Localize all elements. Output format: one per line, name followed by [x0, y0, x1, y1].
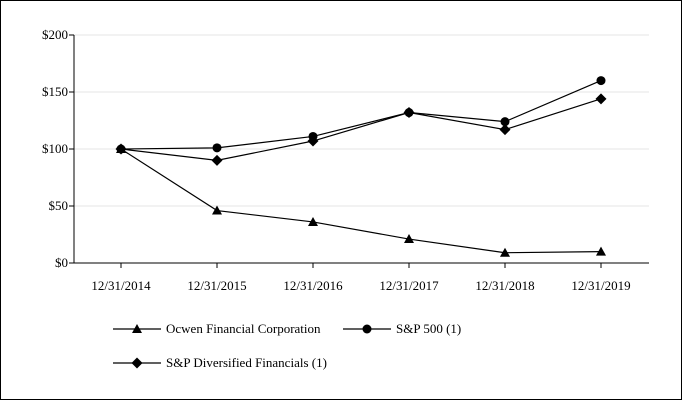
- legend: Ocwen Financial Corporation S&P 500 (1) S&…: [113, 321, 461, 370]
- data-point-triangle: [308, 216, 318, 226]
- y-tick-label: $200: [42, 27, 68, 42]
- series-layer: [115, 76, 607, 257]
- legend-item: S&P 500 (1): [343, 321, 461, 336]
- axes: $0 $50 $100 $150 $200 12/31/2014 12/31/2015 12/…: [42, 27, 649, 293]
- legend-label: S&P Diversified Financials (1): [166, 355, 327, 370]
- data-point-triangle: [596, 246, 606, 256]
- legend-label: Ocwen Financial Corporation: [166, 321, 321, 336]
- x-tick-label: 12/31/2018: [475, 278, 534, 293]
- data-point-triangle: [212, 205, 222, 215]
- data-point-circle: [596, 76, 606, 86]
- legend-marker-triangle: [132, 324, 142, 333]
- x-tick-label: 12/31/2016: [283, 278, 343, 293]
- data-point-diamond: [115, 143, 127, 155]
- x-tick-label: 12/31/2015: [187, 278, 246, 293]
- series-diamond: [115, 93, 607, 166]
- series-line: [120, 148, 602, 254]
- grid-lines: [74, 34, 649, 207]
- y-tick-label: $100: [42, 141, 68, 156]
- series-circle: [116, 76, 606, 154]
- legend-label: S&P 500 (1): [396, 321, 461, 336]
- data-point-triangle: [404, 234, 414, 244]
- y-tick-label: $150: [42, 84, 68, 99]
- data-point-diamond: [211, 154, 223, 166]
- data-point-diamond: [595, 93, 607, 105]
- legend-item: Ocwen Financial Corporation: [113, 321, 321, 336]
- data-point-diamond: [307, 135, 319, 147]
- x-tick-label: 12/31/2014: [91, 278, 151, 293]
- series-line: [120, 98, 602, 162]
- data-point-circle: [500, 117, 510, 127]
- x-tick-label: 12/31/2017: [379, 278, 439, 293]
- data-point-diamond: [499, 124, 511, 136]
- data-point-diamond: [403, 107, 415, 119]
- y-tick-label: $0: [55, 255, 68, 270]
- legend-marker-circle: [362, 324, 372, 334]
- data-point-circle: [212, 143, 222, 153]
- legend-marker-diamond: [131, 357, 143, 369]
- x-tick-label: 12/31/2019: [571, 278, 630, 293]
- series-line: [120, 80, 602, 150]
- y-tick-label: $50: [49, 198, 69, 213]
- legend-item: S&P Diversified Financials (1): [113, 355, 327, 370]
- data-point-triangle: [500, 247, 510, 257]
- series-triangle: [116, 144, 606, 257]
